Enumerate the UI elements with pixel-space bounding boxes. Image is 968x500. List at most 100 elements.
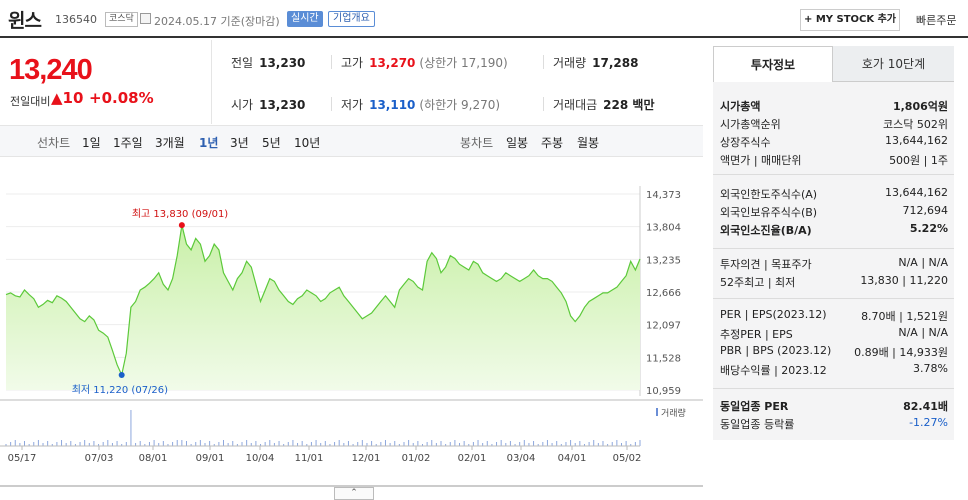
- candle-chart-label: 봉차트: [460, 136, 494, 150]
- quote-amount-label: 거래대금: [553, 98, 598, 112]
- candle-tab-daily[interactable]: 일봉: [506, 136, 529, 150]
- y-tick-label: 12,097: [646, 321, 681, 332]
- invest-info-row: 외국인소진율(B/A) 5.22%: [720, 222, 948, 240]
- quote-open: 시가 13,230: [231, 96, 305, 113]
- current-price: 13,240: [9, 54, 93, 86]
- quote-prev: 전일 13,230: [231, 54, 305, 71]
- period-tab-1d[interactable]: 1일: [82, 136, 101, 150]
- quote-volume: 거래량 17,288: [553, 54, 638, 71]
- price-summary: 13,240 전일대비 ▲10 +0.08%: [0, 40, 212, 124]
- invest-info-row: PBR | BPS (2023.12) 0.89배 | 14,933원: [720, 344, 948, 362]
- x-tick-label: 12/01: [352, 453, 381, 464]
- quote-prev-value: 13,230: [259, 56, 306, 70]
- my-stock-add-button[interactable]: + MY STOCK 추가: [800, 9, 900, 31]
- x-tick-label: 10/04: [246, 453, 275, 464]
- quote-volume-label: 거래량: [553, 56, 587, 70]
- line-chart-label: 선차트: [37, 136, 71, 150]
- x-tick-label: 08/01: [139, 453, 168, 464]
- invest-info-row: 시가총액순위 코스닥 502위: [720, 116, 948, 134]
- quote-lower-limit: (하한가 9,270): [419, 98, 501, 112]
- invest-info-row: 액면가 | 매매단위 500원 | 1주: [720, 152, 948, 170]
- min-point-label: 최저 11,220 (07/26): [72, 384, 168, 396]
- calendar-icon: [140, 13, 151, 24]
- change-label: 전일대비: [10, 95, 51, 108]
- x-tick-label: 03/04: [507, 453, 536, 464]
- quote-high-value: 13,270: [369, 56, 416, 70]
- panel-divider: [713, 174, 954, 175]
- invest-info-value: 3.78%: [913, 362, 948, 375]
- invest-info-label: 투자의견 | 목표주가: [720, 258, 812, 271]
- quote-open-label: 시가: [231, 98, 254, 112]
- invest-info-value: N/A | N/A: [898, 256, 948, 269]
- candle-tab-weekly[interactable]: 주봉: [541, 136, 564, 150]
- change-percent: +0.08%: [89, 89, 154, 107]
- price-line: [5, 225, 641, 377]
- invest-info-row: 동일업종 등락률 -1.27%: [720, 416, 948, 434]
- x-tick-label: 01/02: [402, 453, 431, 464]
- period-tab-3m[interactable]: 3개월: [155, 136, 185, 150]
- invest-info-label: 시가총액순위: [720, 118, 781, 131]
- quote-high: 고가 13,270 (상한가 17,190): [341, 54, 508, 71]
- invest-info-value: 82.41배: [903, 400, 948, 413]
- invest-info-label: 외국인한도주식수(A): [720, 188, 818, 201]
- y-tick-label: 13,235: [646, 255, 681, 266]
- invest-info-label: 동일업종 PER: [720, 400, 789, 413]
- stock-header: 윈스 136540 코스닥 2024.05.17 기준(장마감) 실시간 기업개…: [0, 0, 968, 38]
- invest-info-value: 13,644,162: [885, 186, 948, 199]
- period-tab-10y[interactable]: 10년: [294, 136, 321, 150]
- quote-low: 저가 13,110 (하한가 9,270): [341, 96, 500, 113]
- y-tick-label: 11,528: [646, 353, 681, 364]
- quote-open-value: 13,230: [259, 98, 306, 112]
- invest-info-row: 추정PER | EPS N/A | N/A: [720, 326, 948, 344]
- invest-info-value: -1.27%: [909, 416, 948, 429]
- invest-info-label: 52주최고 | 최저: [720, 276, 796, 289]
- x-tick-label: 04/01: [558, 453, 587, 464]
- panel-divider: [713, 298, 954, 299]
- period-tab-5y[interactable]: 5년: [262, 136, 281, 150]
- invest-info-row: 시가총액 1,806억원: [720, 98, 948, 116]
- invest-info-label: 배당수익률 | 2023.12: [720, 364, 827, 377]
- min-point-marker: [118, 372, 125, 379]
- price-chart[interactable]: 14,373 13,804 13,235 12,666 12,097 11,528 10,9…: [0, 158, 703, 500]
- price-chart-svg[interactable]: 14,373 13,804 13,235 12,666 12,097 11,528 10,9…: [0, 158, 703, 500]
- quote-amount: 거래대금 228 백만: [553, 96, 654, 113]
- invest-info-value: 0.89배 | 14,933원: [854, 346, 948, 359]
- panel-divider: [713, 248, 954, 249]
- quote-volume-value: 17,288: [592, 56, 639, 70]
- period-tab-1w[interactable]: 1주일: [113, 136, 143, 150]
- tab-invest-info[interactable]: 투자정보: [713, 46, 833, 82]
- price-area: [6, 225, 640, 390]
- invest-info-label: 시가총액: [720, 100, 761, 113]
- quote-upper-limit: (상한가 17,190): [419, 56, 508, 70]
- invest-info-value: 712,694: [902, 204, 949, 217]
- x-tick-label: 07/03: [85, 453, 114, 464]
- max-point-label: 최고 13,830 (09/01): [132, 208, 228, 220]
- invest-info-value: 코스닥 502위: [883, 118, 948, 131]
- stock-name: 윈스: [8, 10, 42, 32]
- x-tick-label: 05/02: [613, 453, 642, 464]
- realtime-badge[interactable]: 실시간: [287, 11, 323, 27]
- invest-info-label: 외국인소진율(B/A): [720, 224, 812, 237]
- panel-tabs: 투자정보 호가 10단계: [713, 46, 954, 82]
- invest-info-label: 추정PER | EPS: [720, 328, 793, 341]
- invest-info-value: 8.70배 | 1,521원: [861, 310, 948, 323]
- tab-orderbook-10[interactable]: 호가 10단계: [833, 46, 954, 82]
- y-tick-label: 12,666: [646, 288, 681, 299]
- chart-collapse-button[interactable]: ⌃: [334, 487, 374, 500]
- period-tab-3y[interactable]: 3년: [230, 136, 249, 150]
- invest-info-panel: 투자정보 호가 10단계 시가총액 1,806억원 시가총액순위 코스닥 502위 상장…: [713, 46, 954, 440]
- invest-info-value: 13,644,162: [885, 134, 948, 147]
- invest-info-label: 액면가 | 매매단위: [720, 154, 802, 167]
- company-overview-button[interactable]: 기업개요: [328, 11, 375, 27]
- invest-info-label: PBR | BPS (2023.12): [720, 344, 832, 357]
- invest-info-value: 13,830 | 11,220: [860, 274, 948, 287]
- base-date: 2024.05.17 기준(장마감): [154, 15, 280, 28]
- stock-code: 136540: [55, 13, 97, 26]
- invest-info-value: 500원 | 1주: [889, 154, 948, 167]
- quote-amount-value: 228 백만: [603, 98, 655, 112]
- volume-legend-swatch: [656, 408, 658, 416]
- invest-info-row: 배당수익률 | 2023.12 3.78%: [720, 362, 948, 380]
- period-tab-1y[interactable]: 1년: [199, 136, 219, 150]
- candle-tab-monthly[interactable]: 월봉: [577, 136, 600, 150]
- quick-order-link[interactable]: 빠른주문: [916, 14, 957, 27]
